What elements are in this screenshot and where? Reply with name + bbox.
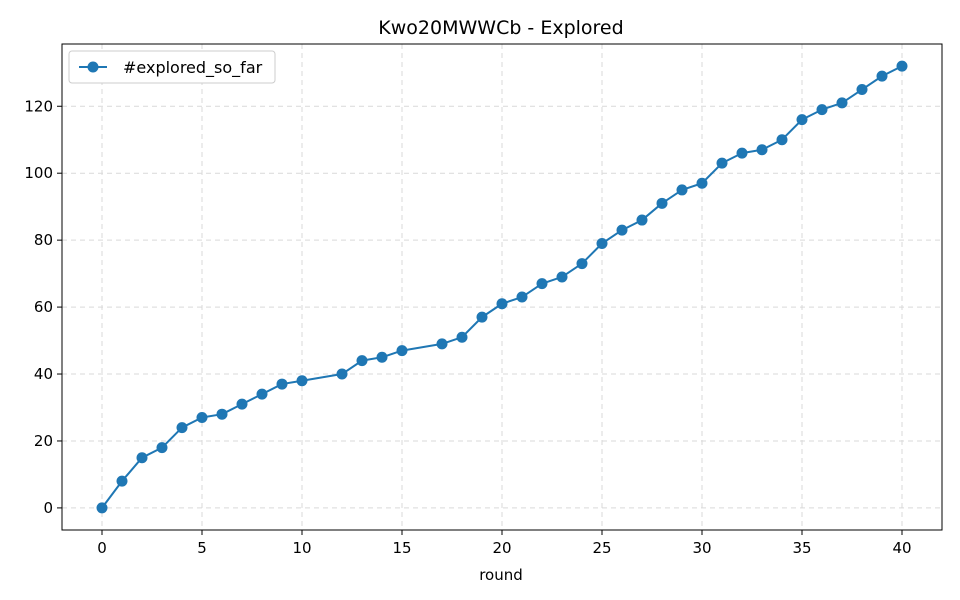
x-tick-label: 30 xyxy=(692,539,711,557)
data-point xyxy=(256,388,268,400)
data-point xyxy=(356,355,368,367)
data-point xyxy=(376,351,388,363)
data-point xyxy=(96,502,108,514)
data-point xyxy=(176,422,188,434)
data-point xyxy=(156,442,168,454)
x-tick-label: 15 xyxy=(392,539,411,557)
y-tick-label: 100 xyxy=(24,164,53,182)
y-tick-label: 60 xyxy=(34,298,53,316)
chart-title: Kwo20MWWCb - Explored xyxy=(378,17,623,39)
data-point xyxy=(496,298,508,310)
y-tick-label: 120 xyxy=(24,97,53,115)
data-point xyxy=(616,224,628,236)
data-point xyxy=(816,104,828,116)
data-point xyxy=(636,214,648,226)
x-tick-label: 0 xyxy=(97,539,107,557)
data-point xyxy=(116,475,128,487)
data-point xyxy=(336,368,348,380)
data-point xyxy=(896,60,908,72)
data-point xyxy=(296,375,308,387)
y-tick-label: 80 xyxy=(34,231,53,249)
data-point xyxy=(736,147,748,159)
data-point xyxy=(836,97,848,109)
data-point xyxy=(196,412,208,424)
x-tick-label: 35 xyxy=(792,539,811,557)
legend: #explored_so_far xyxy=(68,50,276,84)
x-axis: 0 5 10 15 20 25 30 35 40 xyxy=(97,530,912,557)
data-point xyxy=(436,338,448,350)
data-point xyxy=(756,144,768,156)
data-point xyxy=(716,157,728,169)
y-tick-label: 0 xyxy=(43,499,53,517)
data-point xyxy=(796,114,808,126)
x-tick-label: 25 xyxy=(592,539,611,557)
data-point xyxy=(216,408,228,420)
data-point xyxy=(236,398,248,410)
y-tick-label: 40 xyxy=(34,365,53,383)
data-point xyxy=(516,291,528,303)
data-point xyxy=(696,177,708,189)
x-tick-label: 40 xyxy=(892,539,911,557)
data-point xyxy=(596,237,608,249)
data-point xyxy=(776,134,788,146)
legend-label: #explored_so_far xyxy=(123,58,263,78)
data-point xyxy=(556,271,568,283)
data-point xyxy=(476,311,488,323)
data-point xyxy=(136,452,148,464)
data-point xyxy=(876,70,888,82)
y-tick-label: 20 xyxy=(34,432,53,450)
x-tick-label: 10 xyxy=(292,539,311,557)
data-point xyxy=(576,258,588,270)
x-tick-label: 5 xyxy=(197,539,207,557)
data-point xyxy=(456,331,468,343)
grid xyxy=(62,44,942,530)
series-layer xyxy=(96,60,908,514)
data-point xyxy=(676,184,688,196)
x-axis-label: round xyxy=(479,566,523,584)
data-point xyxy=(396,345,408,357)
legend-marker xyxy=(87,61,99,73)
data-point xyxy=(276,378,288,390)
data-point xyxy=(536,278,548,290)
y-axis: 0 20 40 60 80 100 120 xyxy=(24,97,62,517)
x-tick-label: 20 xyxy=(492,539,511,557)
legend-box xyxy=(68,50,276,84)
data-point xyxy=(856,84,868,96)
data-point xyxy=(656,197,668,209)
